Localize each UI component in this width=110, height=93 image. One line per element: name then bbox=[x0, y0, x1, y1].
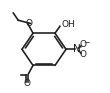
Text: OH: OH bbox=[62, 20, 75, 29]
Text: N: N bbox=[73, 44, 81, 54]
Text: O: O bbox=[25, 19, 32, 28]
Text: −: − bbox=[83, 38, 89, 47]
Text: O: O bbox=[80, 50, 87, 59]
Text: +: + bbox=[77, 45, 82, 50]
Text: O: O bbox=[80, 40, 87, 49]
Text: O: O bbox=[24, 79, 31, 88]
